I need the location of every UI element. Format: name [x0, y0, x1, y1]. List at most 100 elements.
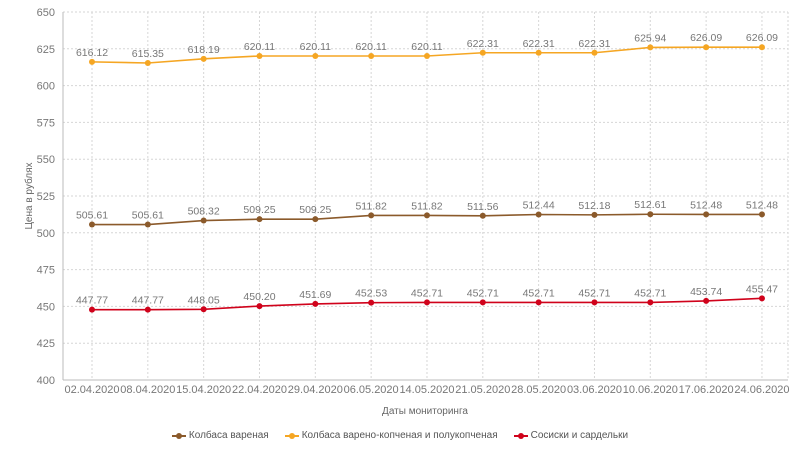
x-tick-label: 14.05.2020: [399, 384, 454, 396]
data-point: [647, 211, 654, 218]
data-point: [535, 49, 542, 56]
y-tick-label: 650: [37, 7, 55, 19]
data-label: 452.71: [523, 287, 555, 299]
data-point: [368, 52, 375, 59]
data-point: [312, 52, 319, 59]
data-label: 512.18: [578, 200, 610, 212]
data-point: [144, 60, 151, 67]
grid: [63, 11, 789, 380]
x-tick-label: 28.05.2020: [511, 384, 566, 396]
data-label: 512.48: [746, 199, 778, 211]
data-label: 626.09: [746, 32, 778, 44]
data-point: [144, 221, 151, 228]
data-point: [89, 221, 95, 228]
data-point: [647, 299, 654, 306]
data-point: [200, 217, 207, 224]
data-label: 620.11: [411, 41, 442, 53]
data-label: 618.19: [188, 44, 220, 56]
data-point: [368, 212, 375, 219]
data-point: [200, 306, 207, 313]
data-point: [703, 297, 710, 304]
data-label: 455.47: [746, 283, 778, 295]
x-tick-label: 06.05.2020: [344, 384, 399, 396]
data-point: [256, 52, 263, 59]
x-tick-label: 10.06.2020: [623, 384, 678, 396]
data-point: [256, 216, 263, 223]
data-point: [591, 49, 598, 56]
series-2: 447.77 447.77 448.05 450.20 451.69 452.53 452.…: [76, 283, 778, 313]
data-label: 509.25: [299, 204, 331, 216]
x-tick-label: 17.06.2020: [679, 384, 734, 396]
data-point: [479, 49, 486, 56]
data-label: 511.82: [355, 200, 386, 212]
data-label: 452.71: [411, 287, 443, 299]
legend-marker-icon: [513, 432, 528, 440]
data-label: 511.56: [467, 201, 498, 213]
data-label: 616.12: [76, 47, 108, 59]
data-point: [89, 306, 95, 313]
data-label: 620.11: [244, 41, 275, 53]
data-point: [368, 299, 375, 306]
series-lines: 505.61 505.61 508.32 509.25 509.25 511.82 511.…: [76, 32, 778, 313]
data-point: [758, 44, 765, 51]
legend-label: Колбаса варено-копченая и полукопченая: [301, 430, 498, 441]
data-point: [758, 211, 765, 218]
y-tick-label: 525: [37, 191, 55, 203]
y-tick-label: 475: [37, 265, 55, 277]
data-label: 452.71: [467, 287, 499, 299]
data-label: 615.35: [132, 48, 164, 60]
x-tick-label: 24.06.2020: [734, 384, 789, 396]
legend-item-frankfurters[interactable]: Сосиски и сардельки: [513, 430, 628, 441]
data-label: 622.31: [523, 38, 555, 50]
data-label: 512.48: [690, 199, 722, 211]
y-tick-label: 425: [37, 338, 55, 350]
data-label: 512.61: [634, 199, 666, 211]
data-point: [423, 299, 430, 306]
x-tick-label: 02.04.2020: [64, 384, 119, 396]
data-point: [758, 295, 765, 302]
data-label: 452.71: [578, 287, 610, 299]
data-label: 626.09: [690, 32, 722, 44]
x-tick-label: 22.04.2020: [232, 384, 287, 396]
data-point: [423, 212, 430, 219]
data-label: 509.25: [243, 204, 275, 216]
y-tick-label: 550: [37, 154, 55, 166]
data-label: 452.71: [634, 287, 666, 299]
data-label: 453.74: [690, 286, 722, 298]
y-tick-label: 625: [37, 44, 55, 56]
data-point: [703, 211, 710, 218]
y-tick-label: 500: [37, 228, 55, 240]
data-label: 451.69: [299, 289, 331, 301]
data-point: [200, 55, 207, 62]
data-point: [144, 306, 151, 313]
data-label: 622.31: [578, 38, 610, 50]
x-axis-title: Даты мониторинга: [382, 406, 468, 417]
legend-marker-icon: [171, 432, 186, 440]
axes: 400 425 450 475 500 525 550 575 600 625 650 02.04.2…: [37, 7, 790, 396]
data-label: 447.77: [76, 295, 108, 307]
data-label: 620.11: [300, 41, 331, 53]
data-point: [535, 299, 542, 306]
data-label: 505.61: [76, 210, 108, 222]
data-point: [89, 58, 95, 65]
legend: Колбаса вареная Колбаса варено-копченая …: [0, 430, 800, 441]
x-tick-label: 29.04.2020: [288, 384, 343, 396]
data-point: [591, 211, 598, 218]
legend-marker-icon: [284, 432, 299, 440]
legend-item-smoked-sausage[interactable]: Колбаса варено-копченая и полукопченая: [284, 430, 498, 441]
data-point: [312, 300, 319, 307]
series-1: 616.12 615.35 618.19 620.11 620.11 620.11 620.…: [76, 32, 778, 67]
y-axis-title: Цена в рублях: [23, 162, 35, 229]
data-label: 452.53: [355, 288, 387, 300]
data-label: 447.77: [132, 295, 164, 307]
data-label: 622.31: [467, 38, 499, 50]
y-tick-label: 400: [37, 375, 55, 387]
data-label: 511.82: [411, 200, 442, 212]
legend-item-boiled-sausage[interactable]: Колбаса вареная: [171, 430, 269, 441]
x-tick-label: 15.04.2020: [176, 384, 231, 396]
data-label: 505.61: [132, 210, 164, 222]
data-point: [647, 44, 654, 51]
data-point: [312, 216, 319, 223]
data-point: [591, 299, 598, 306]
